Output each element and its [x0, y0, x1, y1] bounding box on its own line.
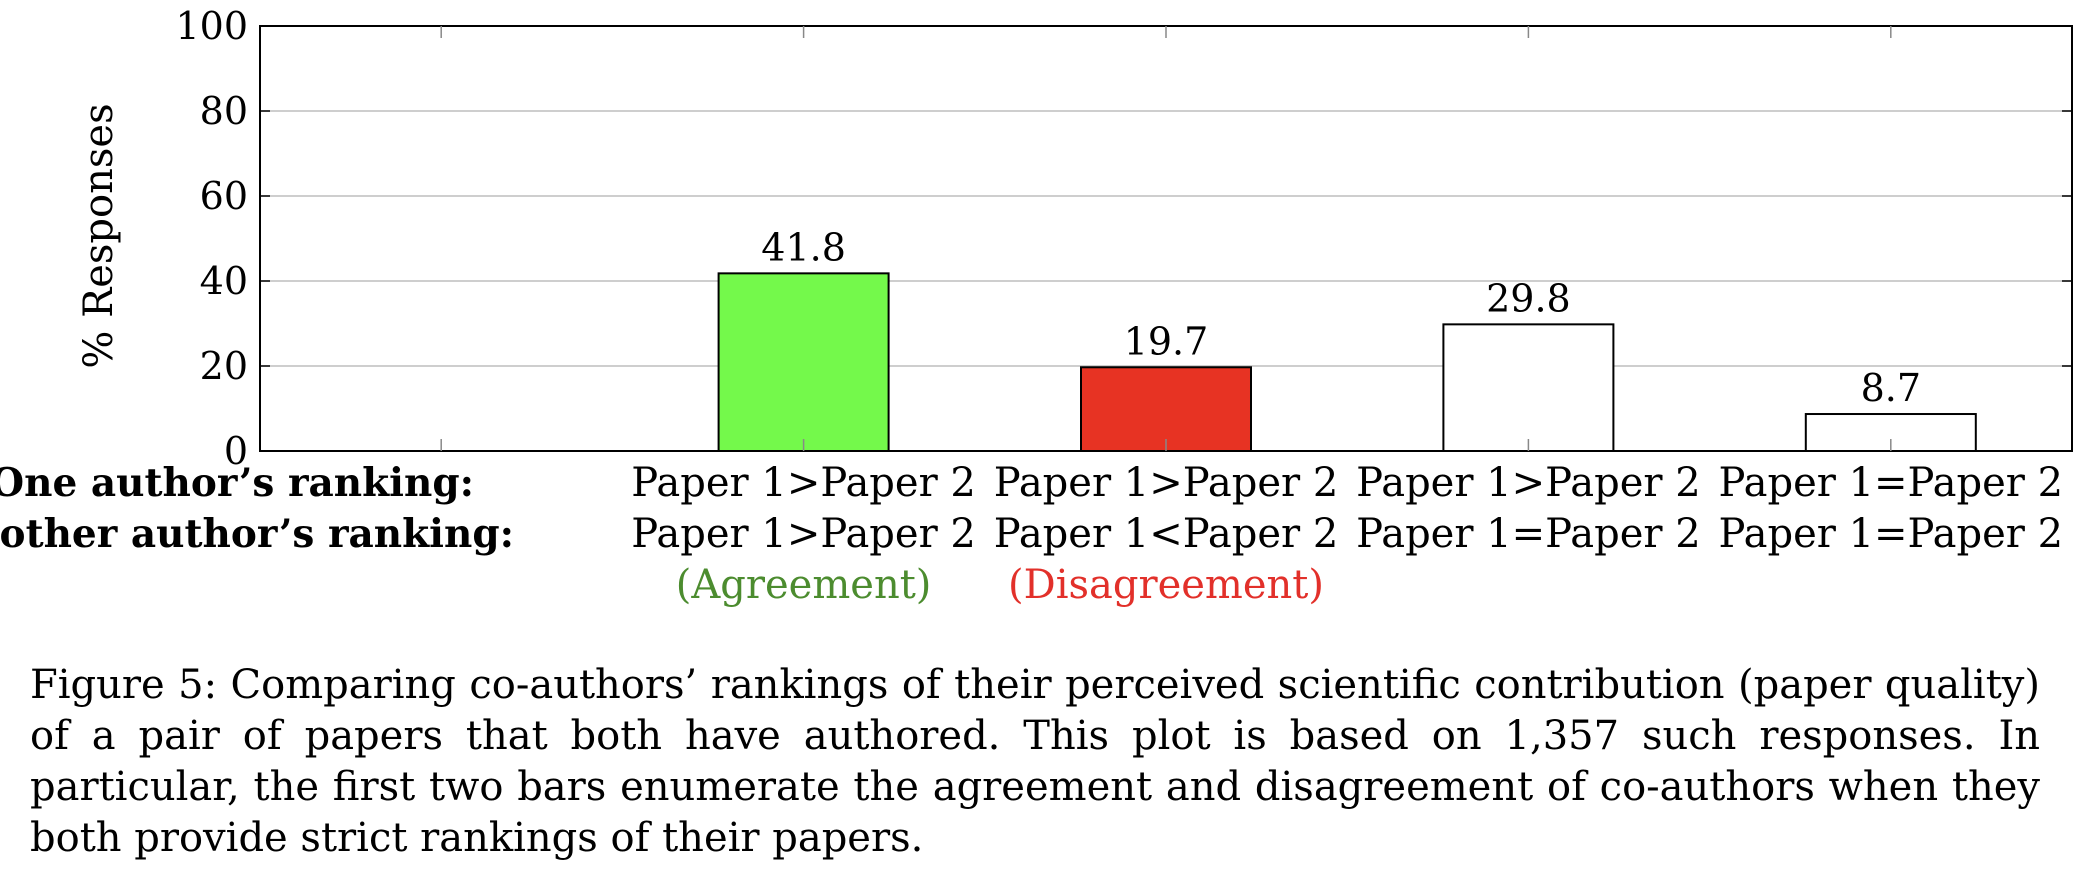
x-category-note: (Agreement) — [676, 562, 932, 608]
y-axis-label: % Responses — [76, 103, 122, 368]
y-tick-label: 80 — [200, 89, 248, 133]
figure-caption: Figure 5: Comparing co-authors’ rankings… — [30, 662, 2040, 861]
y-tick-label: 0 — [224, 429, 248, 473]
axis-ticks: 0 20 40 60 80 100 — [175, 4, 2072, 473]
bar — [1080, 366, 1252, 452]
x-category-note: (Disagreement) — [1008, 562, 1324, 608]
x-category-label-second: Paper 1<Paper 2 — [994, 511, 1339, 557]
bar-chart: 0 20 40 60 80 100 41.8 19.7 29.8 8.7 Paper 1>Pape… — [0, 4, 2073, 608]
bar-value-label: 19.7 — [1124, 319, 1209, 363]
grid-lines — [260, 110, 2072, 367]
y-tick-label: 20 — [200, 344, 248, 388]
x-category-label-second: Paper 1=Paper 2 — [1719, 511, 2064, 557]
x-category-label-first: Paper 1=Paper 2 — [1719, 460, 2064, 506]
x-category-label-first: Paper 1>Paper 2 — [1356, 460, 1701, 506]
x-category-label-second: Paper 1=Paper 2 — [1356, 511, 1701, 557]
row-header-another-author: Another author’s ranking: — [0, 511, 514, 557]
bar — [1442, 323, 1615, 453]
bar-value-label: 29.8 — [1486, 276, 1571, 320]
x-category-label-second: Paper 1>Paper 2 — [631, 511, 976, 557]
bar-value-label: 41.8 — [761, 225, 846, 269]
y-tick-label: 100 — [175, 4, 248, 48]
y-tick-label: 60 — [200, 174, 248, 218]
x-category-label-first: Paper 1>Paper 2 — [631, 460, 976, 506]
x-category-label-first: Paper 1>Paper 2 — [994, 460, 1339, 506]
y-tick-label: 40 — [200, 259, 248, 303]
bar — [717, 272, 890, 452]
bars — [717, 272, 1977, 453]
labels: 41.8 19.7 29.8 8.7 Paper 1>Paper 2 Paper 1>Pa… — [0, 225, 2063, 608]
bar-value-label: 8.7 — [1861, 366, 1921, 410]
row-header-one-author: One author’s ranking: — [0, 460, 474, 506]
